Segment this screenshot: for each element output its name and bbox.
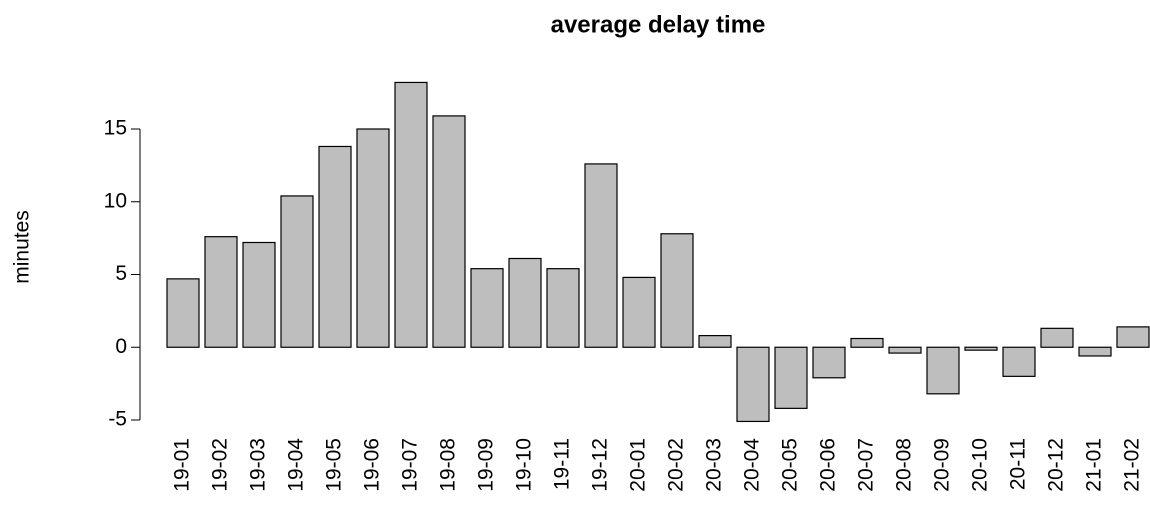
bar	[432, 115, 466, 348]
y-tick-label: 5	[115, 262, 127, 285]
bar	[470, 268, 504, 348]
bar	[1040, 327, 1074, 348]
y-tick-label: 15	[104, 117, 127, 140]
x-tick-label: 19-06	[361, 438, 384, 492]
x-tick-label: 21-02	[1121, 438, 1144, 492]
bar	[622, 276, 656, 348]
y-tick-label: 10	[104, 189, 127, 212]
bar	[812, 346, 846, 379]
x-tick-label: 20-02	[665, 438, 688, 492]
bar	[888, 346, 922, 354]
bar	[394, 81, 428, 348]
x-tick-label: 19-01	[171, 438, 194, 492]
x-tick-label: 20-05	[779, 438, 802, 492]
x-tick-label: 19-08	[437, 438, 460, 492]
x-tick-label: 19-05	[323, 438, 346, 492]
bar	[850, 337, 884, 348]
x-tick-label: 20-06	[817, 438, 840, 492]
bar	[1078, 346, 1112, 357]
x-tick-label: 19-10	[513, 438, 536, 492]
bar	[546, 268, 580, 348]
x-tick-label: 20-08	[893, 438, 916, 492]
x-tick-label: 19-02	[209, 438, 232, 492]
bar	[204, 236, 238, 348]
bar	[698, 335, 732, 348]
x-tick-label: 19-07	[399, 438, 422, 492]
x-tick-label: 19-09	[475, 438, 498, 492]
x-tick-label: 20-09	[931, 438, 954, 492]
y-axis-label: minutes	[11, 210, 34, 284]
bar	[318, 145, 352, 348]
x-tick-label: 20-04	[741, 438, 764, 492]
bar	[356, 128, 390, 348]
x-tick-label: 19-03	[247, 438, 270, 492]
bar	[242, 241, 276, 348]
bar	[584, 163, 618, 348]
bar	[508, 257, 542, 348]
chart-title: average delay time	[551, 11, 766, 38]
x-tick-label: 21-01	[1083, 438, 1106, 492]
bar	[166, 278, 200, 348]
x-tick-label: 20-03	[703, 438, 726, 492]
y-tick-label: -5	[108, 408, 127, 431]
bar	[1002, 346, 1036, 377]
bar	[1116, 326, 1150, 348]
x-tick-label: 20-10	[969, 438, 992, 492]
bar	[774, 346, 808, 409]
bar	[280, 195, 314, 348]
bar	[964, 346, 998, 351]
bar	[926, 346, 960, 395]
x-tick-label: 19-12	[589, 438, 612, 492]
x-tick-label: 20-07	[855, 438, 878, 492]
x-tick-label: 20-11	[1007, 438, 1030, 490]
x-tick-label: 20-01	[627, 438, 650, 492]
bar	[736, 346, 770, 423]
x-tick-label: 19-04	[285, 438, 308, 492]
bar	[660, 233, 694, 348]
x-tick-label: 20-12	[1045, 438, 1068, 492]
x-tick-label: 19-11	[551, 438, 574, 490]
y-tick-label: 0	[115, 335, 127, 358]
